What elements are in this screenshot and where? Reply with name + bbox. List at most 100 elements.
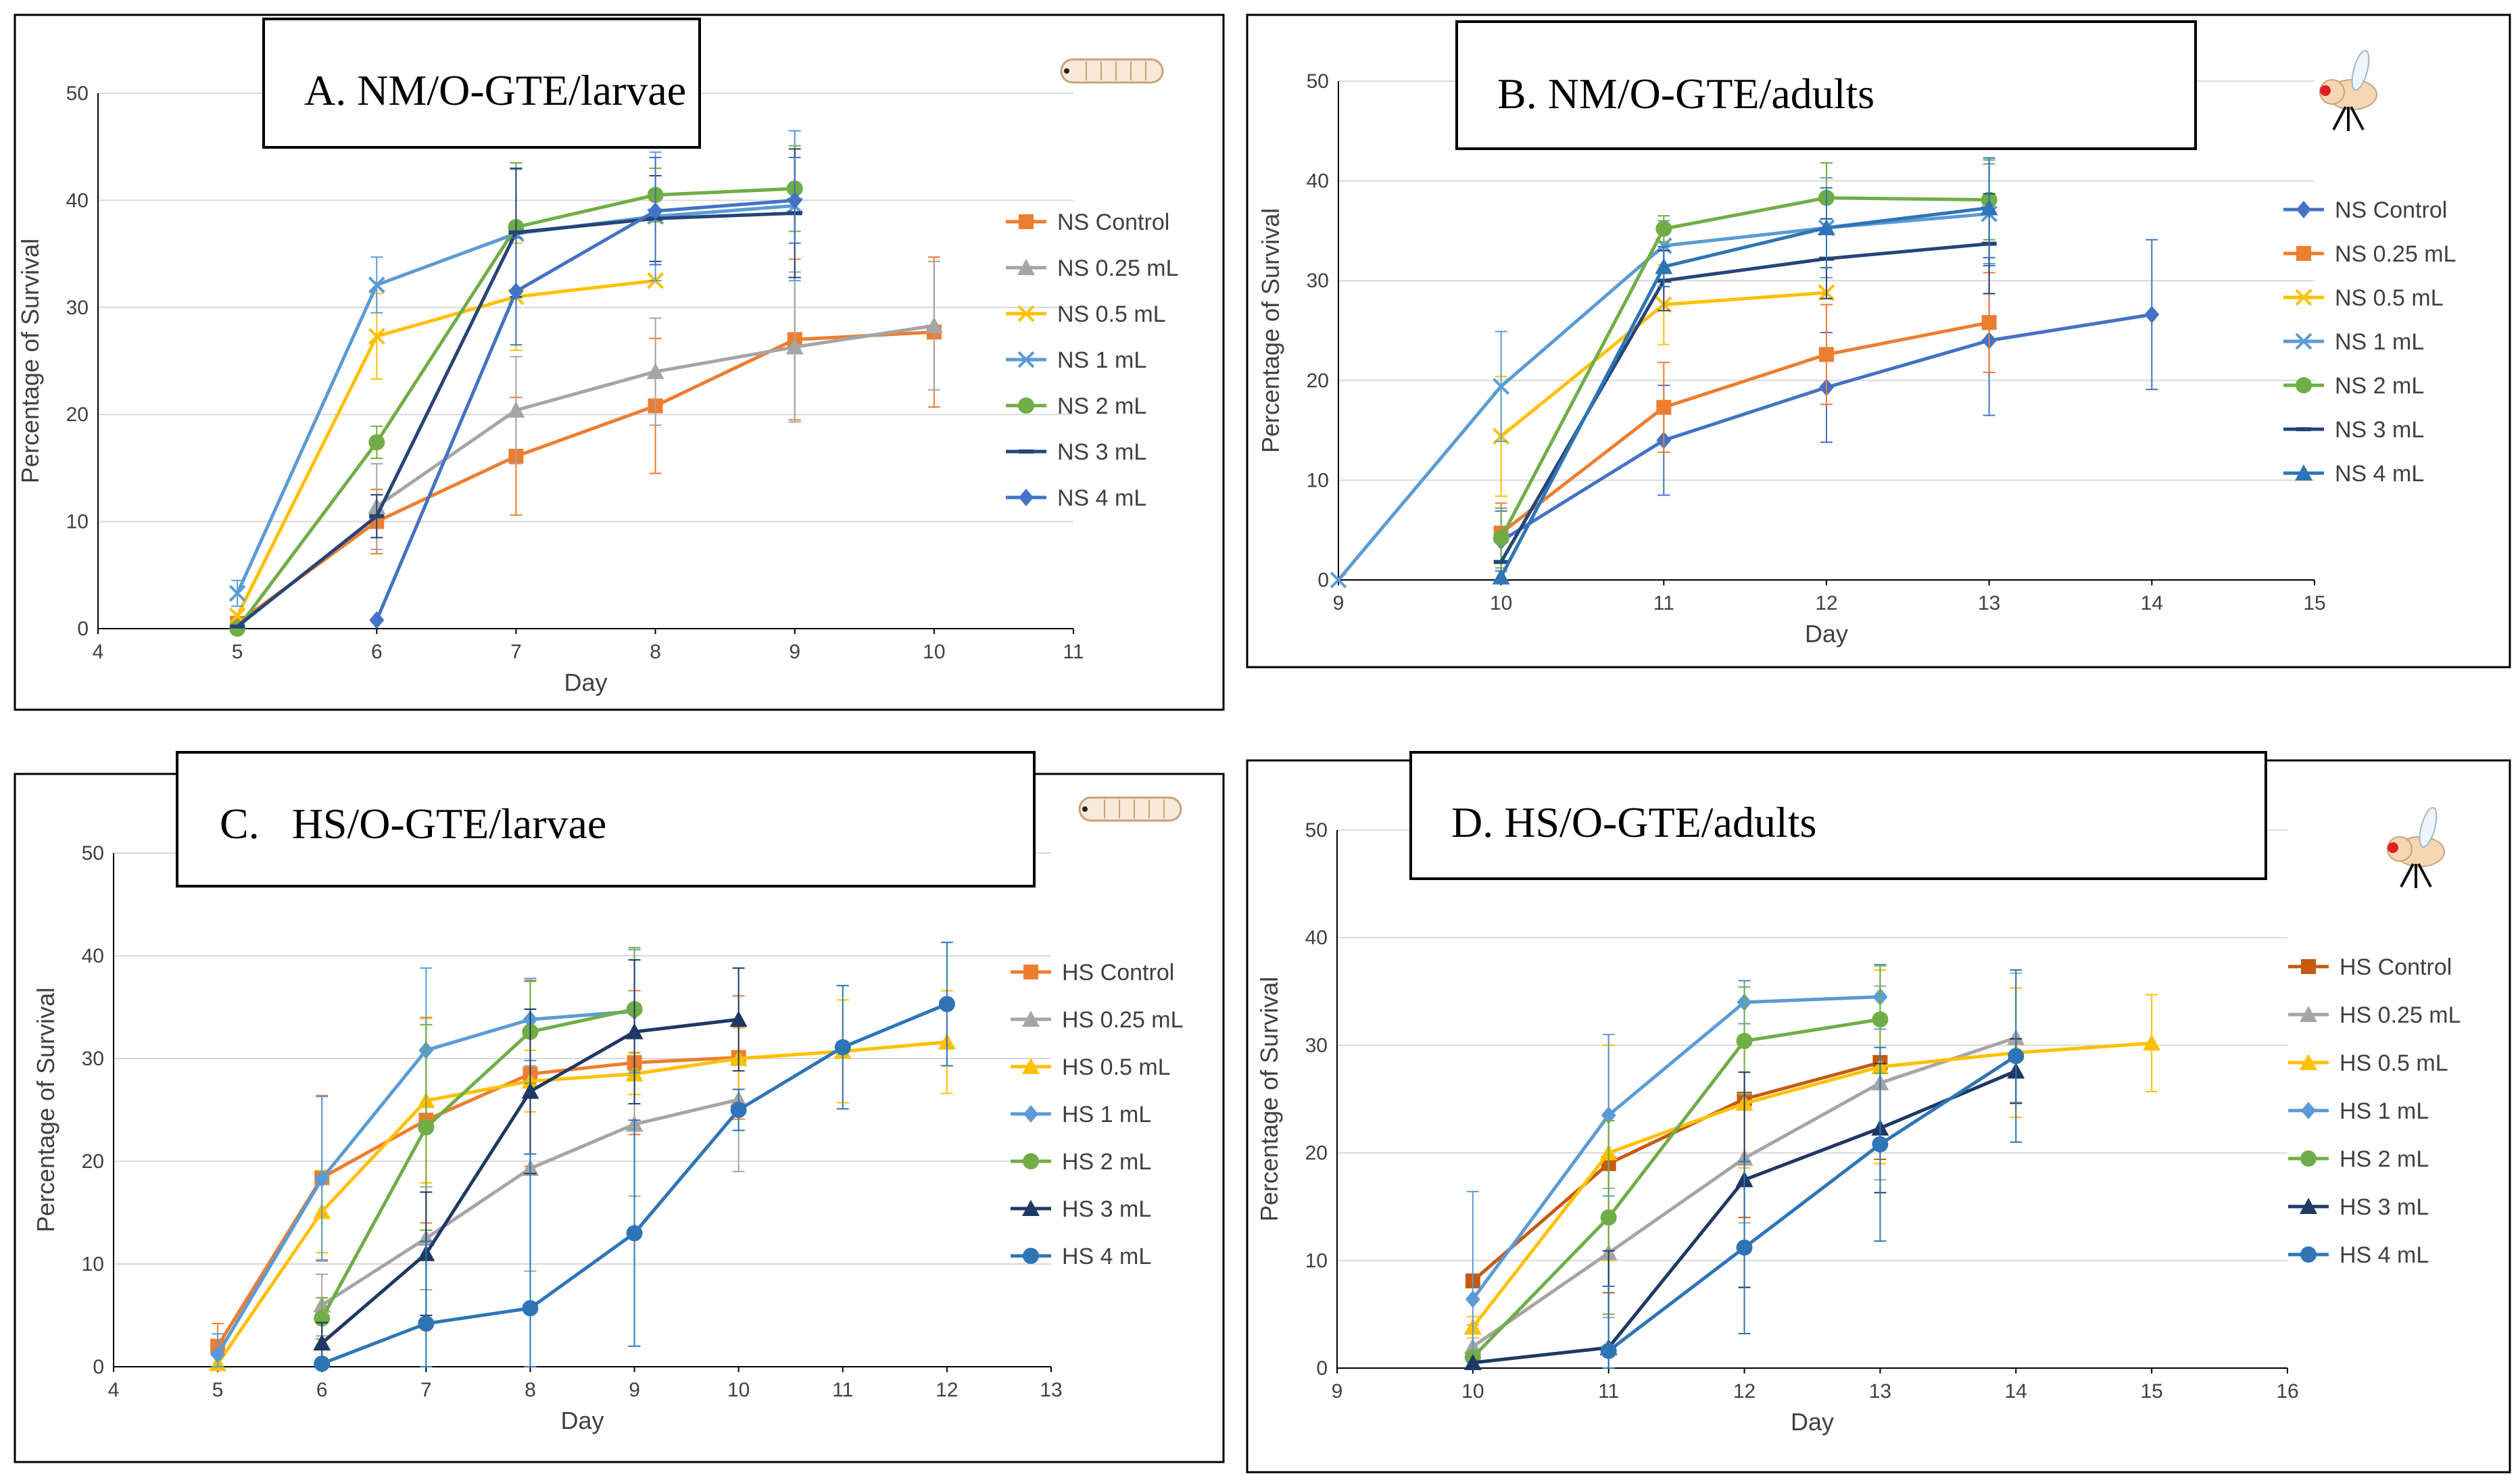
data-point	[925, 316, 943, 333]
chart-title-box	[262, 18, 701, 149]
x-tick-label: 10	[1490, 592, 1512, 614]
data-point	[1493, 530, 1509, 547]
legend-marker	[1018, 397, 1034, 414]
y-tick-label: 10	[1307, 469, 1329, 491]
series-line	[1500, 320, 1990, 535]
series-ns-2-ml	[1493, 159, 1997, 569]
data-point	[368, 328, 385, 345]
data-point	[228, 585, 246, 602]
data-point	[369, 611, 385, 629]
panel-frame	[14, 14, 1225, 711]
x-tick-label: 11	[1598, 1380, 1619, 1403]
legend-item: NS 3 mL	[1006, 439, 1146, 465]
y-tick-label: 0	[93, 1356, 104, 1378]
y-tick-label: 10	[66, 511, 89, 533]
legend-item: NS 1 mL	[1006, 347, 1146, 373]
x-tick-label: 13	[1869, 1380, 1891, 1403]
y-tick-label: 40	[1307, 170, 1329, 193]
y-tick-label: 30	[66, 297, 89, 319]
data-point	[1981, 315, 1997, 331]
data-point	[646, 362, 664, 379]
data-point	[210, 1345, 226, 1363]
x-tick-label: 10	[727, 1379, 750, 1401]
series-line	[1499, 196, 1989, 539]
legend-item: NS 2 mL	[2283, 373, 2424, 399]
series-ns-0-25-ml	[368, 260, 943, 550]
x-tick-label: 10	[1461, 1380, 1484, 1403]
fly-icon	[2319, 49, 2377, 131]
y-tick-label: 50	[1307, 70, 1329, 93]
x-axis-title: Day	[1805, 620, 1848, 648]
x-tick-label: 9	[629, 1379, 640, 1401]
x-tick-label: 14	[2005, 1380, 2027, 1403]
series-line	[1499, 205, 1989, 578]
legend-item: NS 0.5 mL	[2283, 285, 2444, 311]
legend-marker	[1019, 489, 1034, 506]
data-point	[418, 1315, 435, 1332]
x-tick-label: 4	[108, 1379, 120, 1401]
y-tick-label: 0	[1317, 569, 1329, 591]
legend-label: HS 2 mL	[2340, 1146, 2429, 1172]
larva-icon	[1060, 58, 1164, 84]
data-point	[1655, 258, 1673, 274]
x-tick-label: 9	[789, 641, 800, 663]
x-tick-label: 4	[93, 641, 104, 663]
x-tick-label: 8	[525, 1379, 536, 1401]
x-tick-label: 6	[371, 641, 383, 663]
legend-marker	[2300, 1150, 2317, 1167]
x-tick-label: 11	[832, 1379, 853, 1401]
legend-label: NS 0.25 mL	[2335, 241, 2456, 267]
legend-label: HS 3 mL	[1062, 1196, 1151, 1222]
y-axis-title: Percentage of Survival	[16, 239, 44, 483]
chart-title: D. HS/O-GTE/adults	[1451, 798, 1816, 846]
legend-item: NS 0.5 mL	[1006, 301, 1166, 327]
legend-marker	[2295, 464, 2312, 481]
data-point	[1463, 1354, 1482, 1371]
x-tick-label: 11	[1653, 592, 1674, 614]
x-tick-label: 12	[1733, 1380, 1755, 1403]
data-point	[730, 1102, 747, 1118]
legend-label: HS 0.5 mL	[2340, 1050, 2448, 1076]
legend-label: HS 3 mL	[2340, 1194, 2429, 1220]
legend-item: NS 0.25 mL	[1006, 256, 1179, 281]
x-tick-label: 5	[232, 641, 243, 663]
legend-marker	[2301, 959, 2316, 974]
x-tick-label: 11	[1063, 641, 1084, 663]
chart-panel-a: 0 10 20 30 40 50 4 5 6 7 8 9 10 11 Day Percentage of Su…	[14, 14, 1225, 711]
legend-marker	[1023, 965, 1038, 979]
x-tick-label: 15	[2140, 1380, 2162, 1403]
x-tick-label: 8	[650, 641, 661, 663]
series-ns-control	[230, 256, 942, 631]
legend-marker	[2301, 1102, 2316, 1119]
data-point	[1330, 571, 1347, 589]
data-point	[368, 434, 385, 451]
series-line	[1472, 1017, 1881, 1359]
legend-marker	[2300, 1054, 2317, 1070]
legend-label: HS 0.25 mL	[1062, 1007, 1184, 1033]
chart-title: C. HS/O-GTE/larvae	[220, 800, 606, 848]
x-tick-label: 7	[510, 641, 522, 663]
x-axis-title: Day	[560, 1407, 604, 1434]
legend-item: HS 2 mL	[2288, 1146, 2429, 1172]
legend-item: HS 0.5 mL	[1011, 1054, 1171, 1080]
y-tick-label: 40	[66, 189, 89, 212]
data-point	[729, 1011, 748, 1027]
series-line	[1471, 995, 1881, 1300]
chart-panel-d: 0 10 20 30 40 50 9 10 11 12 13 14 15 16 Day Percentage …	[1246, 751, 2511, 1474]
y-tick-label: 0	[1316, 1357, 1328, 1380]
legend-marker	[2300, 1246, 2317, 1263]
y-tick-label: 30	[82, 1048, 104, 1070]
data-point	[522, 1300, 539, 1317]
data-point	[507, 401, 525, 418]
legend-marker	[1019, 214, 1034, 229]
series-line	[320, 1007, 635, 1319]
x-axis-title: Day	[1791, 1408, 1834, 1436]
chart-title: A. NM/O-GTE/larvae	[304, 66, 686, 114]
data-point	[418, 1119, 435, 1136]
y-tick-label: 20	[1307, 370, 1329, 392]
y-axis-title: Percentage of Survival	[1255, 977, 1283, 1221]
y-tick-label: 30	[1307, 270, 1329, 292]
x-tick-label: 12	[1815, 592, 1837, 614]
data-point	[1980, 199, 1998, 216]
